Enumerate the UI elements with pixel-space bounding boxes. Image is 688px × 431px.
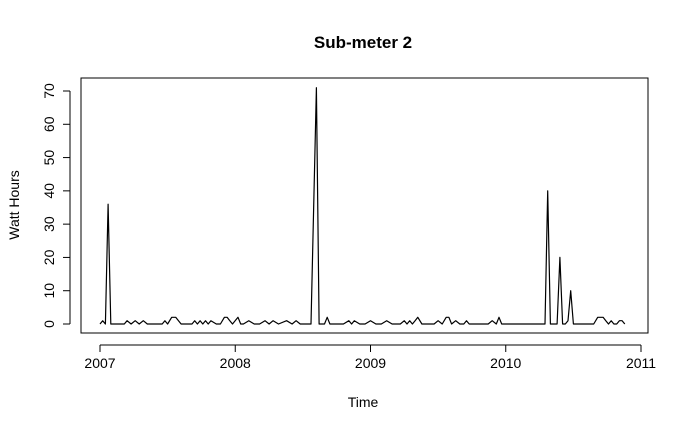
x-axis-label: Time: [348, 394, 379, 410]
x-tick-label: 2008: [220, 355, 251, 371]
y-axis: 0 10 20 30 40 50 60 70: [41, 83, 71, 328]
y-tick-label: 50: [41, 150, 57, 166]
y-tick-label: 40: [41, 183, 57, 199]
plot-box: [80, 77, 649, 334]
y-axis-label: Watt Hours: [6, 170, 22, 240]
series-line: [99, 87, 626, 325]
y-tick-label: 70: [41, 83, 57, 99]
x-tick-label: 2007: [84, 355, 115, 371]
x-tick-label: 2011: [626, 355, 656, 371]
x-tick-label: 2010: [490, 355, 521, 371]
chart-title: Sub-meter 2: [314, 33, 412, 52]
x-tick-label: 2009: [355, 355, 386, 371]
y-tick-label: 60: [41, 116, 57, 132]
x-axis: 2007 2008 2009 2010 2011: [84, 344, 656, 371]
y-tick-label: 20: [41, 249, 57, 265]
y-tick-label: 10: [41, 283, 57, 299]
y-tick-label: 0: [41, 320, 57, 328]
y-tick-label: 30: [41, 216, 57, 232]
